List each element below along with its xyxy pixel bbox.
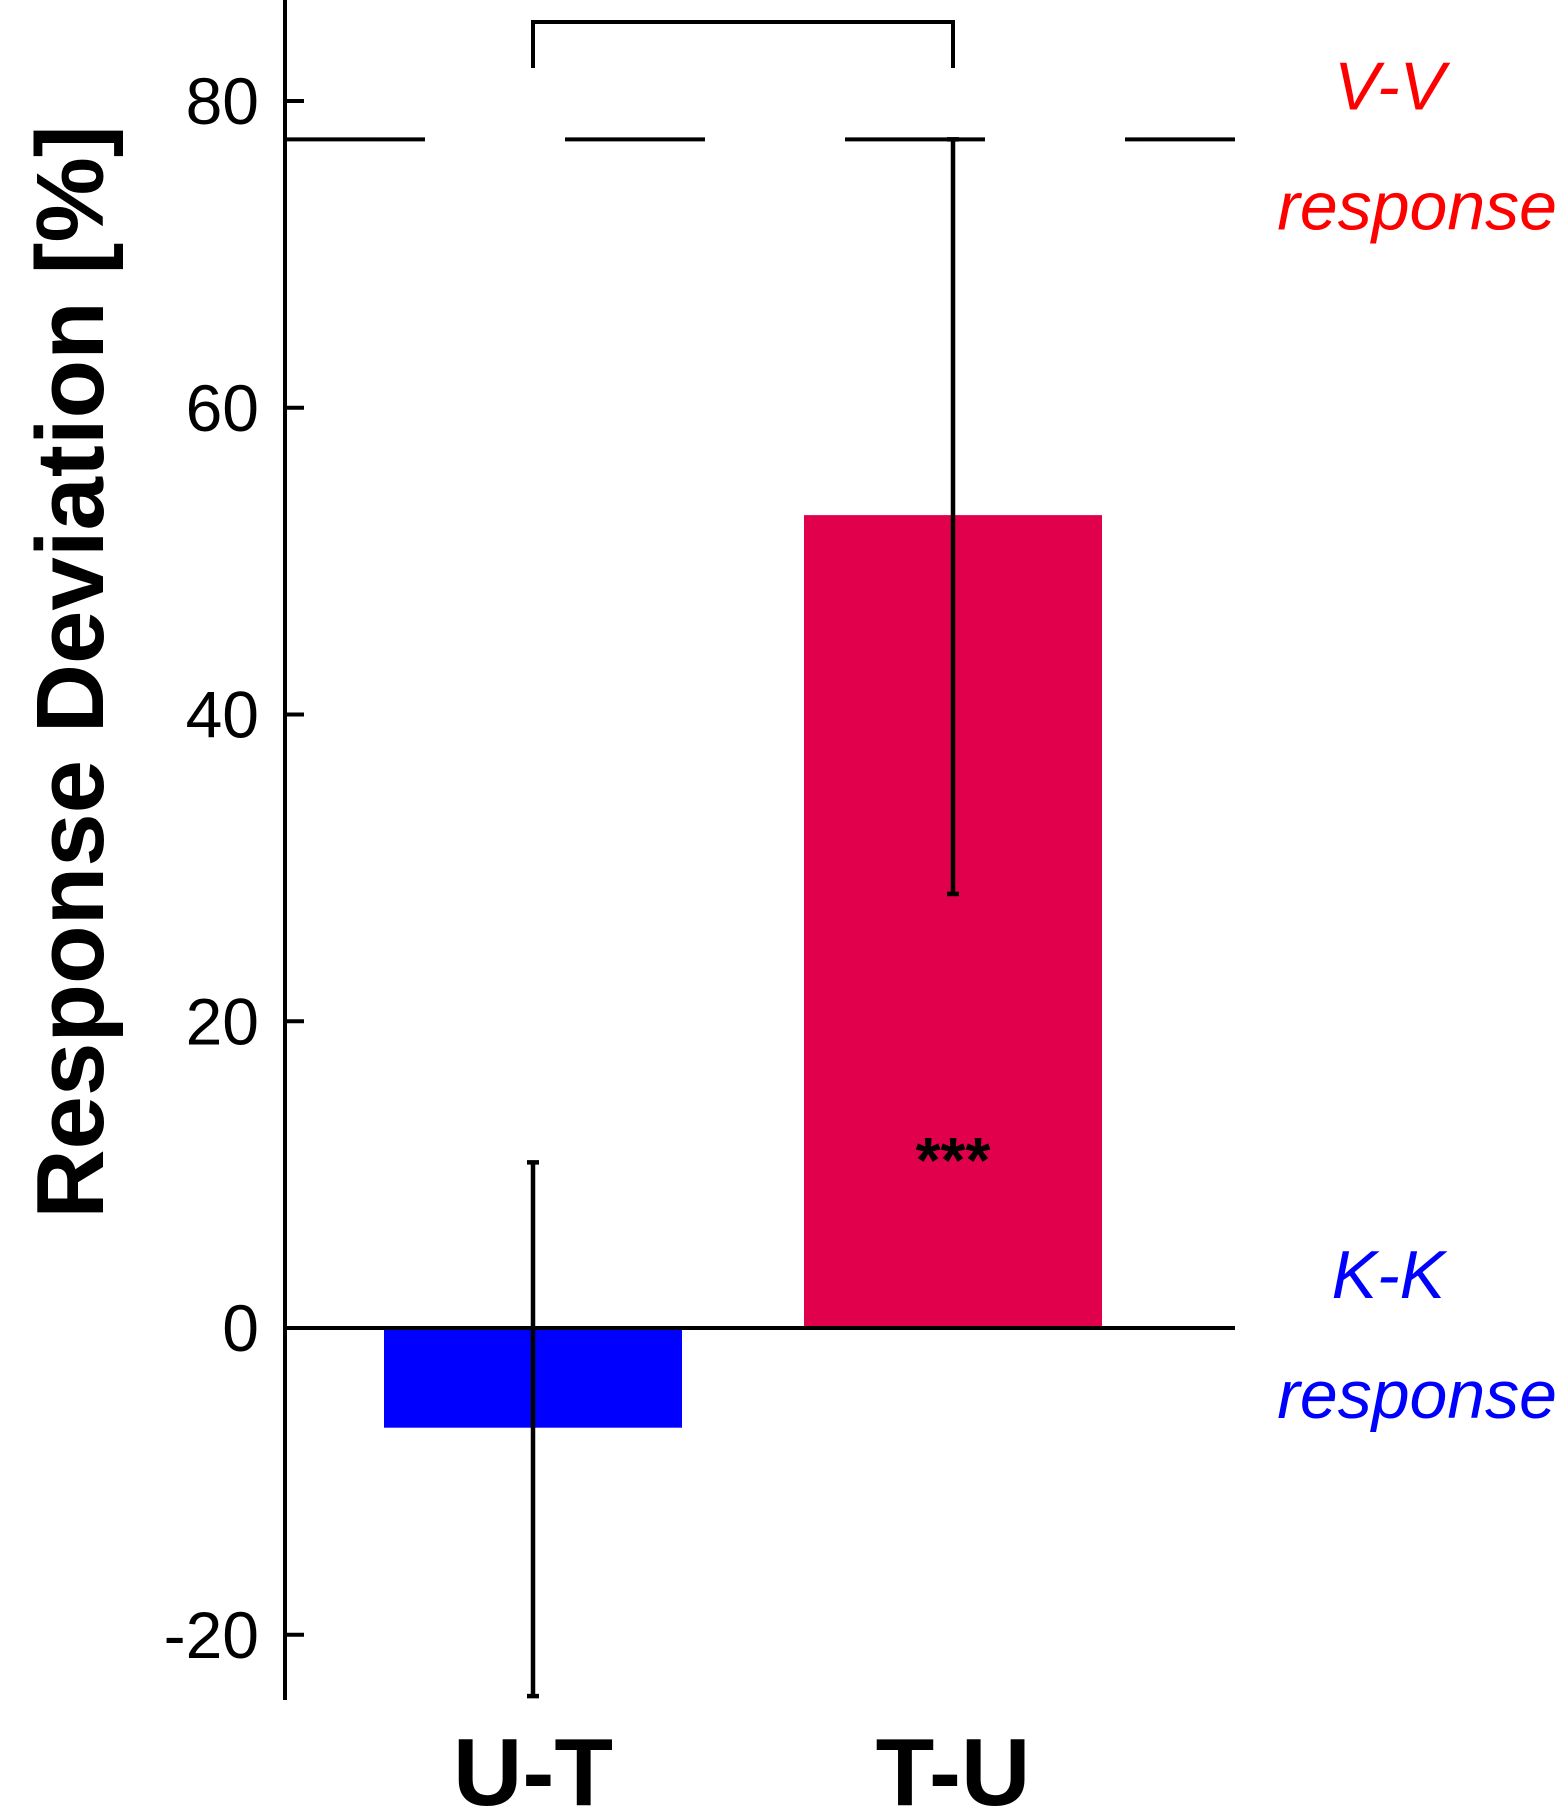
reference-label: response — [1277, 168, 1557, 244]
bars — [285, 515, 1235, 1428]
axes: -20 0 20 40 60 80 — [164, 0, 304, 1700]
y-tick-label: 40 — [186, 678, 259, 752]
annotations: *** U-T T-U — [453, 20, 1031, 1817]
reference-labels: V-V response K-K response — [1277, 48, 1557, 1433]
y-tick-label: 80 — [186, 64, 259, 138]
x-category-label: T-U — [876, 1719, 1031, 1817]
y-tick-label: 60 — [186, 371, 259, 445]
y-tick-label: -20 — [164, 1598, 259, 1672]
y-tick-label: 20 — [186, 984, 259, 1058]
reference-label: K-K — [1332, 1237, 1448, 1313]
y-axis-label: Response Deviation [%] — [17, 125, 124, 1219]
y-tick-label: 0 — [222, 1291, 259, 1365]
x-category-label: U-T — [453, 1719, 613, 1817]
comparison-bracket — [531, 20, 955, 68]
significance-marker: *** — [916, 1124, 991, 1196]
reference-label: response — [1277, 1357, 1557, 1433]
error-bars — [527, 137, 959, 1699]
reference-label: V-V — [1334, 48, 1450, 124]
